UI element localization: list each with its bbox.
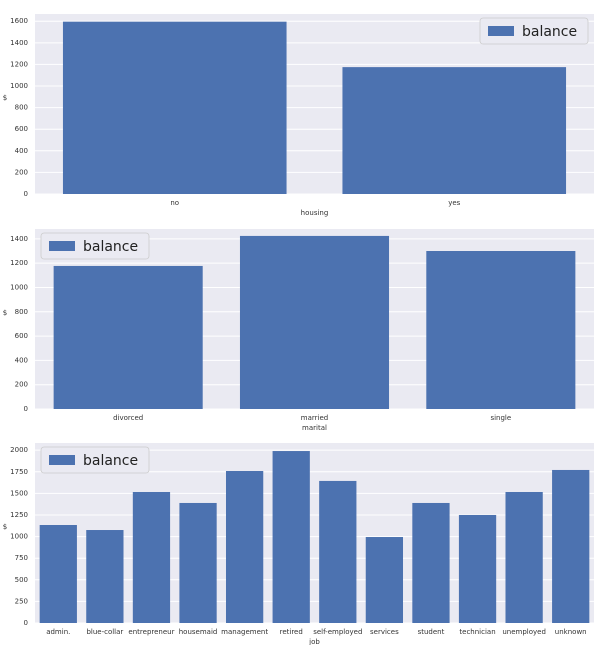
x-tick-label: yes	[448, 199, 460, 207]
y-tick-label: 250	[15, 597, 28, 605]
x-tick-label: unemployed	[502, 628, 546, 636]
bar	[365, 537, 404, 623]
y-tick-label: 1200	[10, 60, 28, 68]
x-tick-label: admin.	[46, 628, 70, 636]
y-tick-label: 1200	[10, 259, 28, 267]
bar	[272, 451, 310, 623]
legend-box	[40, 446, 150, 474]
legend-label: balance	[522, 24, 577, 40]
y-tick-label: 1600	[10, 17, 28, 25]
y-tick-label: 800	[15, 104, 28, 112]
y-tick-label: 0	[24, 405, 28, 413]
bar	[426, 250, 576, 409]
bar	[86, 530, 124, 623]
bar	[412, 502, 450, 623]
legend-label: balance	[83, 239, 138, 255]
x-tick-label: student	[418, 628, 445, 636]
y-axis-label: $	[3, 94, 7, 102]
bar	[53, 265, 203, 409]
legend-label: balance	[83, 453, 138, 469]
y-axis-label: $	[3, 309, 7, 317]
bar	[239, 235, 390, 409]
y-tick-label: 200	[15, 168, 28, 176]
y-tick-label: 1400	[10, 39, 28, 47]
x-tick-label: unknown	[555, 628, 587, 636]
legend-swatch	[488, 26, 514, 36]
y-tick-label: 600	[15, 332, 28, 340]
x-axis-label: job	[308, 638, 320, 645]
x-tick-label: entrepreneur	[128, 628, 174, 636]
y-tick-label: 1400	[10, 235, 28, 243]
y-tick-label: 1500	[10, 489, 28, 497]
y-tick-label: 1000	[10, 533, 28, 541]
bar	[62, 21, 287, 194]
y-tick-label: 400	[15, 356, 28, 364]
y-tick-label: 200	[15, 381, 28, 389]
bar	[39, 525, 77, 623]
bar	[225, 470, 264, 623]
x-tick-label: single	[490, 414, 511, 422]
x-tick-label: self-employed	[313, 628, 362, 636]
y-tick-label: 0	[24, 619, 28, 627]
y-tick-label: 1250	[10, 511, 28, 519]
y-tick-label: 1750	[10, 468, 28, 476]
bar	[552, 469, 590, 623]
y-tick-label: 600	[15, 125, 28, 133]
bar	[319, 480, 357, 623]
y-tick-label: 1000	[10, 82, 28, 90]
legend-box	[479, 17, 589, 45]
bar	[179, 502, 217, 623]
y-tick-label: 750	[15, 554, 28, 562]
x-tick-label: married	[301, 414, 328, 422]
x-tick-label: housemaid	[179, 628, 218, 636]
x-axis-label: marital	[302, 424, 327, 432]
legend-swatch	[49, 241, 75, 251]
legend-swatch	[49, 455, 75, 465]
x-tick-label: divorced	[113, 414, 143, 422]
bar	[342, 67, 567, 194]
y-tick-label: 0	[24, 190, 28, 198]
y-tick-label: 400	[15, 147, 28, 155]
x-tick-label: management	[221, 628, 268, 636]
x-tick-label: blue-collar	[86, 628, 123, 636]
cut-off-label: education	[297, 0, 332, 2]
x-tick-label: no	[170, 199, 179, 207]
bar	[505, 491, 543, 623]
bar	[458, 514, 497, 623]
x-tick-label: services	[370, 628, 399, 636]
legend-box	[40, 232, 150, 260]
x-tick-label: technician	[459, 628, 495, 636]
y-tick-label: 500	[15, 576, 28, 584]
bar	[132, 491, 171, 623]
y-tick-label: 800	[15, 308, 28, 316]
y-tick-label: 2000	[10, 446, 28, 454]
x-axis-label: housing	[301, 209, 329, 217]
x-tick-label: retired	[280, 628, 303, 636]
y-tick-label: 1000	[10, 283, 28, 291]
y-axis-label: $	[3, 523, 7, 531]
